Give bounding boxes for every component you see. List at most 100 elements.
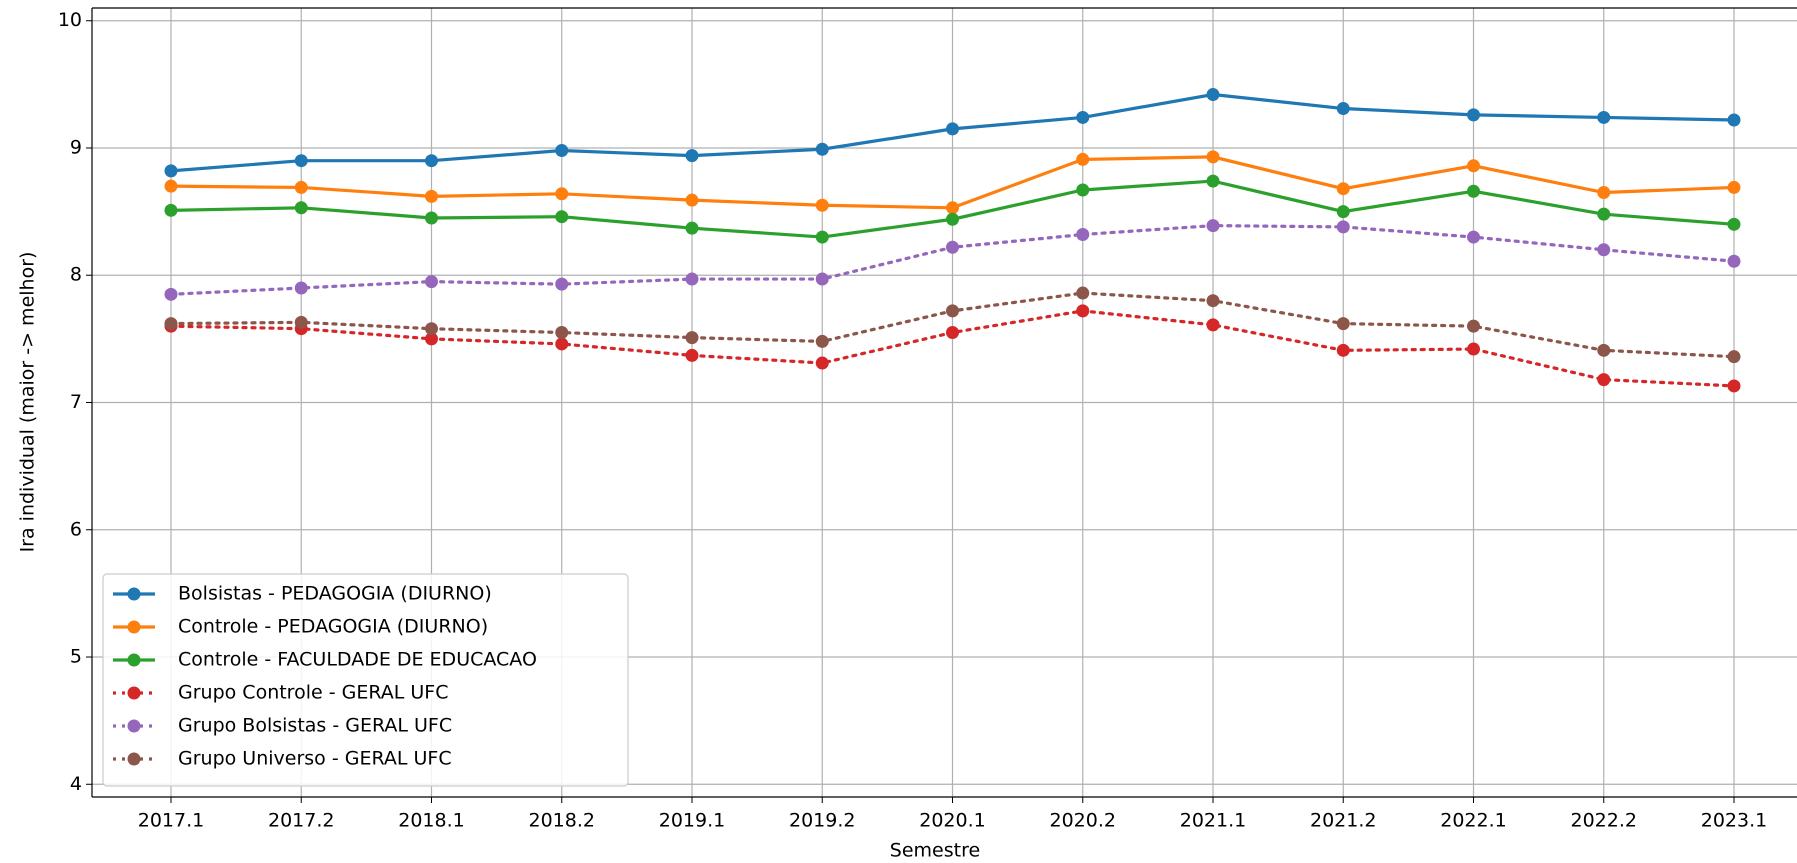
point	[1597, 243, 1611, 257]
point	[555, 144, 569, 158]
point	[815, 198, 829, 212]
point	[164, 164, 178, 178]
point	[294, 154, 308, 168]
point	[294, 201, 308, 215]
point	[164, 287, 178, 301]
y-tick-label: 8	[70, 264, 82, 286]
point	[425, 154, 438, 168]
point	[425, 189, 438, 203]
legend-marker	[127, 653, 141, 667]
point	[425, 275, 438, 289]
point	[555, 326, 569, 340]
y-tick-label: 10	[58, 9, 82, 31]
point	[294, 180, 308, 194]
point	[555, 337, 569, 351]
point	[1467, 184, 1480, 198]
point	[815, 356, 829, 370]
point	[1336, 182, 1350, 196]
point	[1076, 110, 1090, 124]
legend-label: Grupo Controle - GERAL UFC	[178, 682, 449, 704]
x-tick-label: 2021.2	[1310, 810, 1376, 832]
point	[1336, 205, 1350, 219]
legend-label: Bolsistas - PEDAGOGIA (DIURNO)	[178, 583, 492, 605]
x-tick-label: 2017.1	[138, 810, 204, 832]
point	[1597, 207, 1611, 221]
point	[815, 230, 829, 244]
point	[1336, 220, 1350, 234]
point	[1467, 230, 1480, 244]
x-tick-label: 2020.1	[919, 810, 985, 832]
point	[1206, 150, 1220, 164]
x-tick-label: 2018.1	[398, 810, 464, 832]
point	[1076, 304, 1090, 318]
x-tick-label: 2022.1	[1440, 810, 1506, 832]
point	[1727, 254, 1741, 268]
point	[1467, 159, 1480, 173]
point	[1076, 228, 1090, 242]
point	[1206, 174, 1220, 188]
point	[425, 322, 438, 336]
x-tick-label: 2020.2	[1050, 810, 1116, 832]
point	[1727, 113, 1741, 127]
point	[425, 211, 438, 225]
point	[1076, 183, 1090, 197]
point	[946, 304, 959, 318]
point	[815, 334, 829, 348]
point	[1206, 294, 1220, 308]
point	[1467, 108, 1480, 122]
point	[946, 212, 959, 226]
point	[555, 210, 569, 224]
point	[946, 122, 959, 136]
point	[685, 331, 699, 345]
point	[1206, 318, 1220, 332]
point	[1206, 88, 1220, 102]
point	[555, 277, 569, 291]
point	[815, 142, 829, 156]
point	[1076, 286, 1090, 300]
x-tick-label: 2018.2	[529, 810, 595, 832]
point	[1336, 343, 1350, 357]
legend-marker	[127, 752, 141, 766]
legend-box	[102, 573, 629, 787]
legend-marker	[127, 620, 141, 634]
y-tick-label: 6	[70, 518, 82, 540]
point	[1597, 110, 1611, 124]
x-axis-label: Semestre	[890, 840, 980, 862]
point	[1727, 379, 1741, 393]
y-tick-label: 7	[70, 391, 82, 413]
point	[1467, 319, 1480, 333]
point	[164, 317, 178, 331]
point	[294, 281, 308, 295]
point	[1597, 186, 1611, 200]
legend-marker	[127, 587, 141, 601]
point	[294, 315, 308, 329]
point	[685, 272, 699, 286]
x-tick-label: 2021.1	[1180, 810, 1246, 832]
x-tick-label: 2019.1	[659, 810, 725, 832]
point	[1336, 102, 1350, 116]
point	[555, 187, 569, 201]
legend-label: Controle - PEDAGOGIA (DIURNO)	[178, 616, 488, 638]
point	[1076, 152, 1090, 166]
point	[685, 221, 699, 235]
point	[1727, 217, 1741, 231]
point	[1597, 343, 1611, 357]
y-tick-label: 9	[70, 136, 82, 158]
legend-label: Grupo Bolsistas - GERAL UFC	[178, 715, 452, 737]
x-tick-label: 2022.2	[1571, 810, 1637, 832]
point	[1467, 342, 1480, 356]
y-tick-label: 4	[70, 773, 82, 795]
point	[164, 179, 178, 193]
legend-label: Grupo Universo - GERAL UFC	[178, 748, 452, 770]
point	[1336, 317, 1350, 331]
point	[815, 272, 829, 286]
point	[946, 326, 959, 340]
point	[1206, 219, 1220, 233]
point	[425, 332, 438, 346]
point	[946, 240, 959, 254]
point	[946, 201, 959, 215]
y-axis-label: Ira individual (maior -> melhor)	[17, 252, 39, 553]
point	[685, 193, 699, 207]
point	[685, 348, 699, 362]
